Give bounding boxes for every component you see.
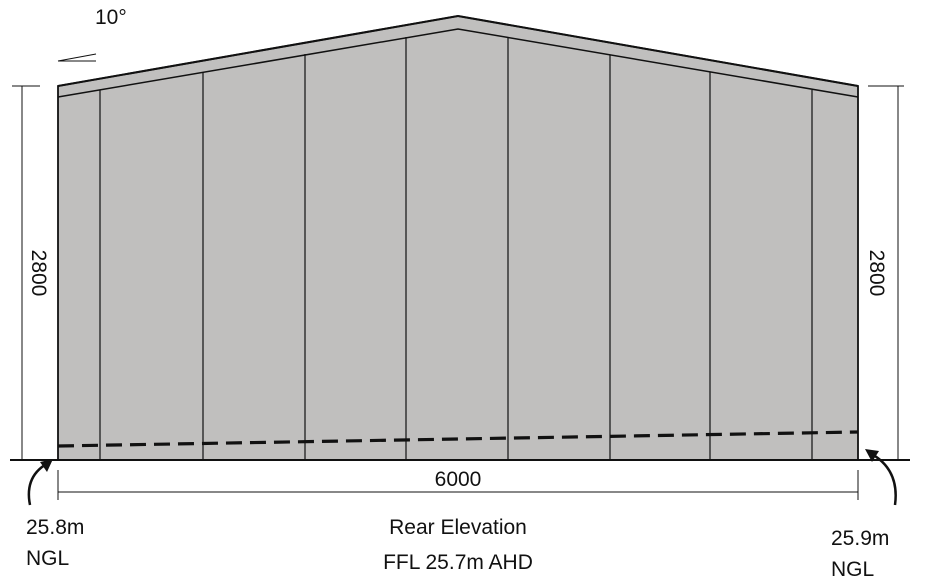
natural-ground-dashed-line: [57, 430, 859, 448]
left-ngl-arrowhead: [40, 459, 53, 472]
roof-fascia-line: [57, 28, 859, 98]
pitch-indicator-line: [57, 53, 97, 62]
width-label: 6000: [435, 468, 482, 491]
roof-ridge-edge-right: [457, 15, 859, 87]
left-height-label: 2800: [27, 250, 50, 297]
left-ngl-value: 25.8m: [26, 516, 84, 539]
right-height-dimension: [868, 85, 904, 461]
panel-seams: [99, 37, 813, 460]
wall-cladding: [57, 15, 859, 461]
right-ngl-arrowhead: [865, 449, 879, 462]
left-ngl-unit: NGL: [26, 547, 69, 570]
roof-pitch-label: 10°: [95, 6, 127, 29]
right-ngl-unit: NGL: [831, 558, 874, 581]
right-ngl-value: 25.9m: [831, 527, 889, 550]
width-dimension: [57, 470, 859, 500]
right-height-label: 2800: [865, 250, 888, 297]
elevation-title: Rear Elevation: [389, 516, 527, 539]
roof-ridge-edge: [57, 15, 459, 87]
left-height-dimension: [12, 85, 40, 461]
elevation-subtitle: FFL 25.7m AHD: [383, 551, 533, 574]
